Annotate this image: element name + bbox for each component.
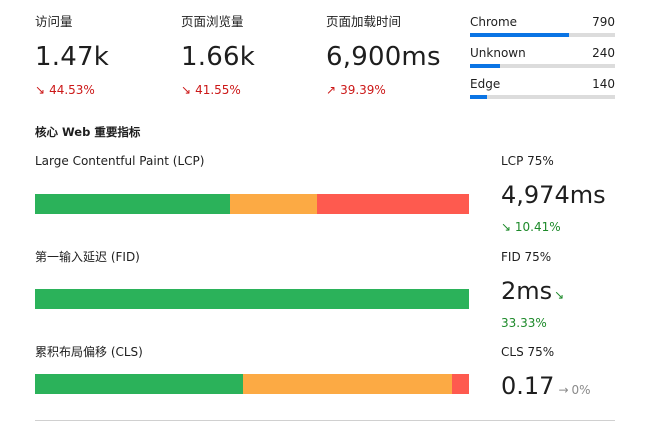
stat-value: 1.47k <box>35 42 109 72</box>
trend-down-icon: ↘ <box>554 288 565 302</box>
percentile-delta: ↘ 10.41% <box>501 219 631 235</box>
vital-label-fid: 第一输入延迟 (FID) <box>35 250 140 264</box>
stat-pageviews: 页面浏览量 1.66k ↘ 41.55% <box>181 14 316 98</box>
browser-breakdown: Chrome 790 Unknown 240 Edge 140 <box>470 14 615 107</box>
trend-down-icon: ↘ <box>501 220 512 234</box>
vital-bar-fid[interactable] <box>35 289 469 309</box>
vital-bar-cls[interactable] <box>35 374 469 394</box>
trend-up-icon: ↗ <box>326 83 337 97</box>
percentile-delta-value: 0% <box>571 383 591 397</box>
trend-flat-icon: → <box>558 383 569 397</box>
percentile-value-row: 0.17 → 0% <box>501 372 631 404</box>
stat-delta: ↗ 39.39% <box>326 82 466 98</box>
percentile-delta-value: 10.41% <box>514 220 561 234</box>
vital-label-lcp: Large Contentful Paint (LCP) <box>35 154 205 168</box>
segment-good <box>35 289 469 309</box>
browser-bar-fill <box>470 64 501 68</box>
stat-delta-value: 41.55% <box>195 83 241 97</box>
stat-value: 6,900ms <box>326 42 441 72</box>
browser-name: Unknown <box>470 46 526 60</box>
browser-bar-fill <box>470 33 569 37</box>
stat-visits: 访问量 1.47k ↘ 44.53% <box>35 14 170 98</box>
browser-bar-track <box>470 33 615 37</box>
browser-bar-fill <box>470 95 488 99</box>
stat-label: 页面加载时间 <box>326 14 402 29</box>
percentile-value: 2ms <box>501 277 553 305</box>
browser-bar-track <box>470 64 615 68</box>
vital-summary-cls: CLS 75% 0.17 → 0% <box>501 344 631 404</box>
vital-label-cls: 累积布局偏移 (CLS) <box>35 345 143 359</box>
percentile-label: FID 75% <box>501 250 552 264</box>
segment-needs-improvement <box>230 194 318 214</box>
percentile-delta-value: 33.33% <box>501 316 547 330</box>
trend-down-icon: ↘ <box>181 83 192 97</box>
browser-row-edge[interactable]: Edge 140 <box>470 76 615 107</box>
percentile-label: CLS 75% <box>501 345 555 359</box>
stat-value: 1.66k <box>181 42 255 72</box>
segment-poor <box>451 374 469 394</box>
browser-name: Chrome <box>470 15 518 29</box>
vital-summary-fid: FID 75% 2ms ↘ 33.33% <box>501 249 631 331</box>
divider <box>35 420 615 421</box>
stat-load-time: 页面加载时间 6,900ms ↗ 39.39% <box>326 14 466 98</box>
stat-label: 页面浏览量 <box>181 14 244 29</box>
browser-bar-track <box>470 95 615 99</box>
segment-good <box>35 374 244 394</box>
percentile-value: 4,974ms <box>501 181 606 209</box>
segment-good <box>35 194 231 214</box>
browser-row-unknown[interactable]: Unknown 240 <box>470 45 615 76</box>
percentile-label: LCP 75% <box>501 154 554 168</box>
vital-summary-lcp: LCP 75% 4,974ms ↘ 10.41% <box>501 153 631 235</box>
browser-row-chrome[interactable]: Chrome 790 <box>470 14 615 45</box>
stat-delta-value: 44.53% <box>49 83 95 97</box>
stat-delta: ↘ 41.55% <box>181 82 316 98</box>
segment-needs-improvement <box>243 374 452 394</box>
stat-delta-value: 39.39% <box>340 83 386 97</box>
percentile-value-row: 2ms ↘ <box>501 277 631 309</box>
browser-name: Edge <box>470 77 501 91</box>
browser-count: 140 <box>592 77 615 91</box>
percentile-value: 0.17 <box>501 372 555 400</box>
trend-down-icon: ↘ <box>35 83 46 97</box>
stat-label: 访问量 <box>35 14 73 29</box>
vital-bar-lcp[interactable] <box>35 194 469 214</box>
segment-poor <box>317 194 469 214</box>
stat-delta: ↘ 44.53% <box>35 82 170 98</box>
browser-count: 790 <box>592 15 615 29</box>
section-title: 核心 Web 重要指标 <box>35 125 141 139</box>
browser-count: 240 <box>592 46 615 60</box>
